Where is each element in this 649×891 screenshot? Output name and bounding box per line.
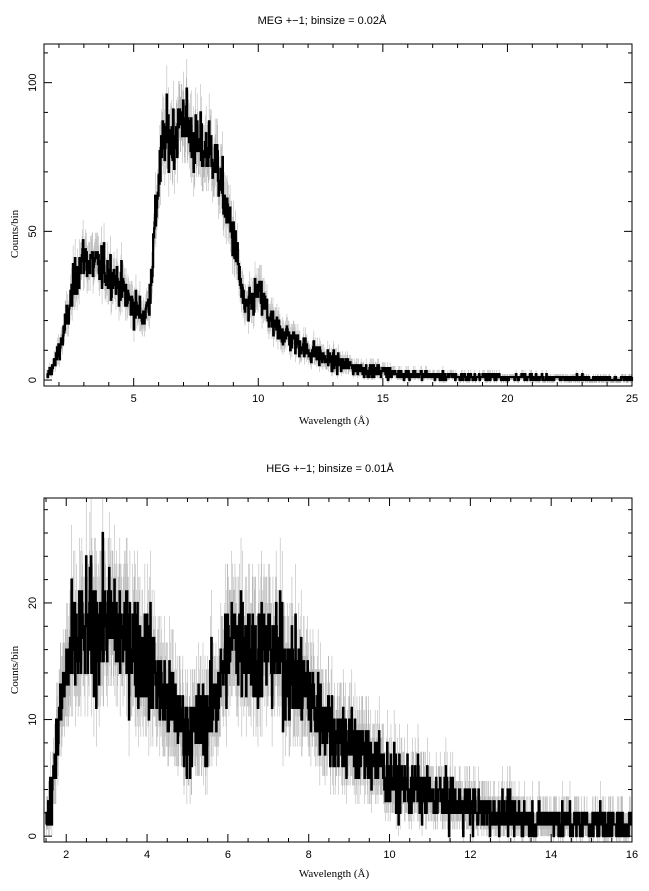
x-tick-label: 5 xyxy=(131,393,137,405)
heg-chart-title: HEG +−1; binsize = 0.01Å xyxy=(266,462,394,475)
x-tick-label: 4 xyxy=(144,849,150,861)
y-tick-label: 50 xyxy=(27,225,39,237)
meg-x-axis-label: Wavelength (Å) xyxy=(299,415,370,427)
x-tick-label: 20 xyxy=(501,393,513,405)
meg-y-axis-label: Counts/bin xyxy=(9,209,21,258)
meg-panel: MEG +−1; binsize = 0.02Å 5 10 15 20 25 0 50 100… xyxy=(9,14,638,427)
y-tick-label: 100 xyxy=(27,73,39,91)
y-tick-label: 20 xyxy=(27,597,39,609)
x-tick-label: 6 xyxy=(225,849,231,861)
meg-axis-ticks: 5 10 15 20 25 0 50 100 xyxy=(27,44,638,405)
x-tick-label: 15 xyxy=(377,393,389,405)
heg-axis-ticks: 2 4 6 8 10 12 14 16 0 10 20 xyxy=(27,498,638,861)
heg-plot-frame xyxy=(43,497,633,843)
x-tick-label: 8 xyxy=(306,849,312,861)
x-tick-label: 10 xyxy=(252,393,264,405)
data-histogram-line xyxy=(45,531,632,838)
x-tick-label: 14 xyxy=(545,849,557,861)
x-tick-label: 12 xyxy=(464,849,476,861)
y-tick-label: 10 xyxy=(27,713,39,725)
y-tick-label: 0 xyxy=(27,833,39,839)
x-tick-label: 10 xyxy=(383,849,395,861)
meg-plot-frame xyxy=(43,43,633,387)
heg-data-histogram xyxy=(45,531,632,838)
meg-chart-title: MEG +−1; binsize = 0.02Å xyxy=(258,14,387,27)
data-histogram-line xyxy=(46,87,634,382)
heg-panel: HEG +−1; binsize = 0.01Å 2 4 6 8 10 12 14 16 0 10… xyxy=(9,462,638,880)
heg-x-axis-label: Wavelength (Å) xyxy=(299,868,370,880)
heg-y-axis-label: Counts/bin xyxy=(9,645,21,694)
meg-data-histogram xyxy=(46,87,634,382)
x-tick-label: 2 xyxy=(63,849,69,861)
x-tick-label: 25 xyxy=(626,393,638,405)
y-tick-label: 0 xyxy=(27,377,39,383)
x-tick-label: 16 xyxy=(626,849,638,861)
